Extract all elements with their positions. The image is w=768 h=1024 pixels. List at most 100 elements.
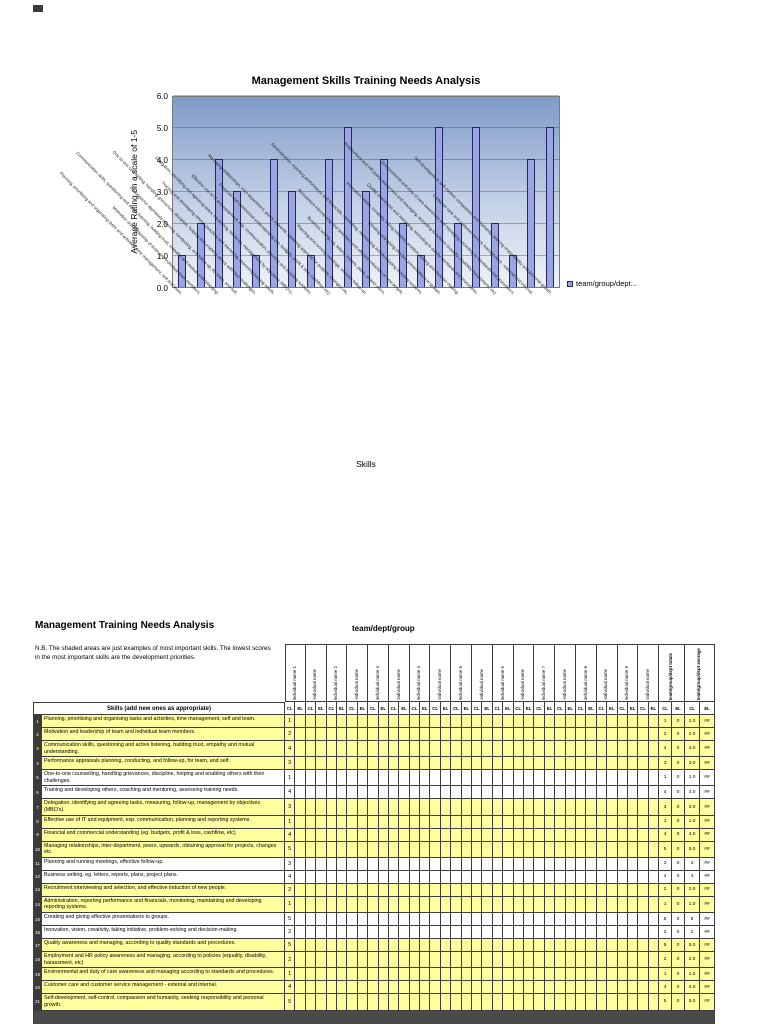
rating-cell	[461, 994, 473, 1011]
rating-cell	[409, 799, 421, 816]
rating-cell	[523, 786, 535, 800]
rating-cell	[440, 741, 452, 758]
total-el-cell: 0	[672, 883, 686, 897]
rating-cell	[368, 952, 379, 969]
rating-cell	[316, 841, 327, 858]
rating-cell	[336, 828, 348, 842]
rating-cell	[565, 896, 576, 914]
average-el-cell: ##	[700, 799, 716, 816]
rating-cell	[409, 926, 421, 940]
rating-cell	[503, 715, 514, 728]
rating-cell	[388, 883, 400, 897]
rating-cell	[316, 770, 327, 787]
el-subheader: EL	[607, 702, 618, 715]
row-number: 8	[33, 815, 42, 829]
rating-cell	[326, 828, 337, 842]
rating-cell	[648, 952, 660, 969]
rating-cell	[409, 968, 421, 982]
rating-cell	[575, 841, 587, 858]
el-subheader: EL	[565, 702, 576, 715]
average-el-cell: ##	[700, 926, 716, 940]
rating-cell	[316, 857, 327, 871]
rating-cell	[399, 799, 410, 816]
rating-cell	[523, 994, 535, 1011]
column-header-individual: individual name 9	[617, 644, 639, 702]
rating-cell	[555, 870, 566, 884]
rating-cell	[295, 994, 306, 1011]
total-cl-cell: 1	[659, 715, 673, 728]
rating-cell	[430, 857, 441, 871]
rating-cell	[648, 770, 660, 787]
rating-cell	[638, 968, 649, 982]
rating-cell	[336, 883, 348, 897]
rating-cell	[555, 926, 566, 940]
rating-cell	[336, 770, 348, 787]
rating-cell	[378, 841, 389, 858]
el-subheader: EL	[700, 702, 716, 715]
rating-cell	[482, 939, 493, 953]
rating-cell	[399, 715, 410, 728]
rating-cell	[586, 770, 597, 787]
rating-cell	[596, 994, 608, 1011]
rating-cell	[617, 981, 628, 995]
el-subheader: EL	[316, 702, 327, 715]
rating-cell	[326, 757, 337, 771]
rating-cell	[607, 926, 618, 940]
rating-cell	[420, 981, 431, 995]
rating-cell	[513, 939, 524, 953]
rating-cell	[305, 741, 317, 758]
rating-cell	[523, 968, 535, 982]
total-cl-cell: 2	[659, 926, 673, 940]
rating-cell	[575, 857, 587, 871]
rating-cell	[399, 896, 410, 914]
rating-cell	[430, 939, 441, 953]
average-el-cell: ##	[700, 981, 716, 995]
rating-cell	[544, 870, 556, 884]
el-subheader: EL	[420, 702, 431, 715]
rating-cell	[638, 715, 649, 728]
skill-cell: Delegation, identifying and agreeing tas…	[42, 799, 285, 816]
rating-cell	[586, 883, 597, 897]
rating-cell	[565, 728, 576, 741]
rating-cell	[368, 981, 379, 995]
row-number: 6	[33, 786, 42, 800]
rating-cell	[565, 786, 576, 800]
rating-cell	[347, 952, 358, 969]
total-el-cell: 0	[672, 913, 686, 927]
rating-cell	[513, 981, 524, 995]
rating-cell	[513, 870, 524, 884]
cl-subheader: CL	[472, 702, 483, 715]
rating-cell	[492, 741, 504, 758]
bar	[545, 127, 554, 287]
rating-cell	[627, 857, 639, 871]
rating-cell	[617, 841, 628, 858]
rating-cell	[430, 770, 441, 787]
total-cl-cell: 5	[659, 913, 673, 927]
rating-cell	[472, 857, 483, 871]
rating-cell	[305, 799, 317, 816]
rating-cell	[409, 896, 421, 914]
rating-cell	[368, 828, 379, 842]
rating-cell	[523, 815, 535, 829]
rating-cell	[430, 994, 441, 1011]
y-tick-label: 0.0	[156, 284, 168, 293]
rating-cell	[440, 841, 452, 858]
average-cl-cell: 5.0	[685, 939, 701, 953]
rating-cell	[399, 841, 410, 858]
rating-cell	[357, 841, 369, 858]
rating-cell	[440, 757, 452, 771]
column-header-individual: individual name	[472, 644, 493, 702]
rating-cell	[472, 799, 483, 816]
rating-cell	[430, 896, 441, 914]
cl-subheader: CL	[617, 702, 628, 715]
y-tick-label: 1.0	[156, 252, 168, 261]
gridline	[173, 95, 559, 96]
rating-cell	[305, 815, 317, 829]
rating-cell	[440, 913, 452, 927]
rating-cell	[388, 715, 400, 728]
rating-cell	[378, 799, 389, 816]
skill-cell: Business writing, eg. letters, reports, …	[42, 870, 285, 884]
column-header-individual: individual name 2	[326, 644, 348, 702]
rating-cell	[607, 981, 618, 995]
